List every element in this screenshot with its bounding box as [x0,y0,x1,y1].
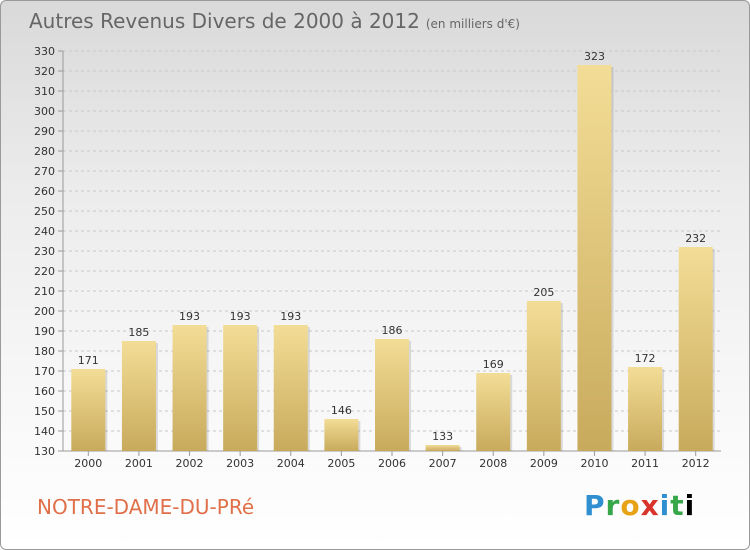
y-tick-label: 260 [34,185,55,198]
x-tick-label: 2003 [226,457,254,470]
y-tick-label: 190 [34,325,55,338]
y-tick-label: 240 [34,225,55,238]
x-tick-label: 2011 [631,457,659,470]
x-tick-label: 2012 [682,457,710,470]
bar-value-label: 185 [128,326,149,339]
bar [375,339,409,451]
x-tick-label: 2001 [125,457,153,470]
y-tick-label: 250 [34,205,55,218]
y-tick-label: 300 [34,105,55,118]
bar [324,419,359,451]
logo-letter: P [584,489,606,522]
logo-letter: x [640,489,660,522]
y-tick-label: 310 [34,85,55,98]
logo-letter: i [684,489,696,522]
logo-letter: r [605,489,621,522]
bar [526,301,561,451]
bar-value-label: 146 [331,404,352,417]
y-tick-label: 270 [34,165,55,178]
y-tick-label: 140 [34,425,55,438]
bar-value-label: 193 [179,310,200,323]
x-tick-label: 2005 [327,457,355,470]
logo-letter: o [620,489,641,522]
bar [628,367,663,451]
y-tick-label: 230 [34,245,55,258]
bar [121,341,156,451]
logo-letter: t [670,489,685,522]
bar [172,325,207,451]
x-tick-label: 2007 [429,457,457,470]
y-tick-label: 160 [34,385,55,398]
bar [577,65,612,451]
logo-letter: i [659,489,671,522]
x-tick-label: 2010 [580,457,608,470]
y-tick-label: 320 [34,65,55,78]
y-tick-label: 220 [34,265,55,278]
bar-value-label: 232 [685,232,706,245]
bar-value-label: 171 [78,354,99,367]
bar-value-label: 169 [483,358,504,371]
bar [476,373,511,451]
x-tick-label: 2008 [479,457,507,470]
proxiti-logo: Proxiti [584,489,695,522]
y-tick-label: 170 [34,365,55,378]
bar [425,445,460,451]
chart-title-unit: (en milliers d'€) [425,17,520,31]
y-tick-label: 290 [34,125,55,138]
bar-value-label: 186 [382,324,403,337]
y-tick-label: 280 [34,145,55,158]
bar [223,325,258,451]
bar-value-label: 205 [533,286,554,299]
chart-title-main: Autres Revenus Divers de 2000 à 2012 [29,9,420,33]
x-tick-label: 2002 [176,457,204,470]
bar [678,247,713,451]
x-tick-label: 2000 [74,457,102,470]
bar-value-label: 323 [584,50,605,63]
y-tick-label: 150 [34,405,55,418]
y-tick-label: 210 [34,285,55,298]
bar [71,369,106,451]
bar-value-label: 193 [280,310,301,323]
bar [273,325,308,451]
bar-value-label: 172 [635,352,656,365]
y-tick-label: 200 [34,305,55,318]
y-tick-label: 130 [34,445,55,458]
commune-name: NOTRE-DAME-DU-PRé [37,495,255,519]
bar-value-label: 133 [432,430,453,443]
x-tick-label: 2009 [530,457,558,470]
y-tick-label: 180 [34,345,55,358]
chart-title: Autres Revenus Divers de 2000 à 2012 (en … [29,9,520,33]
x-tick-label: 2006 [378,457,406,470]
x-tick-label: 2004 [277,457,305,470]
y-tick-label: 330 [34,45,55,58]
bar-value-label: 193 [230,310,251,323]
